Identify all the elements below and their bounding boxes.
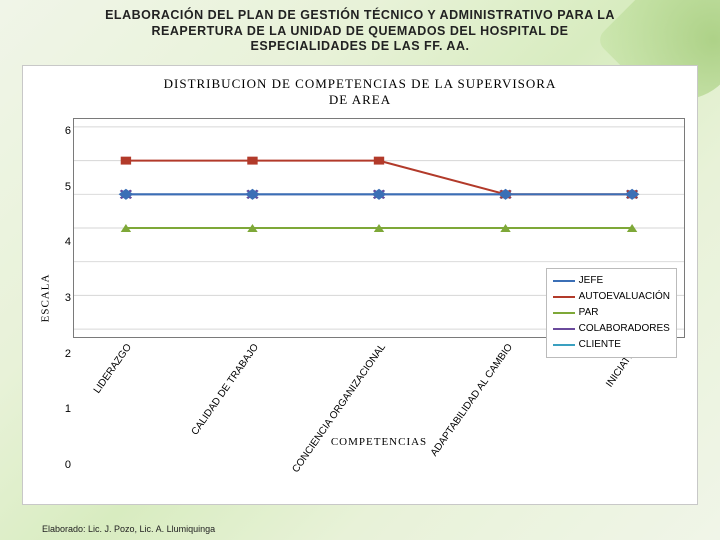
footer-credit: Elaborado: Lic. J. Pozo, Lic. A. Llumiqu… — [42, 524, 215, 534]
legend-label: PAR — [579, 305, 599, 321]
y-tick: 2 — [65, 348, 71, 360]
legend: JEFEAUTOEVALUACIÓNPARCOLABORADORESCLIENT… — [546, 268, 677, 358]
ylabel-wrap: ESCALA — [35, 118, 55, 478]
chart-title-line-2: DE AREA — [35, 92, 685, 108]
title-line-1: ELABORACIÓN DEL PLAN DE GESTIÓN TÉCNICO … — [20, 8, 700, 24]
x-tick: ADAPTABILIDAD AL CAMBIO — [429, 342, 515, 458]
chart-title-line-1: DISTRIBUCION DE COMPETENCIAS DE LA SUPER… — [35, 76, 685, 92]
legend-label: COLABORADORES — [579, 321, 670, 337]
x-tick: CONCIENCIA ORGANIZACIONAL — [290, 342, 388, 475]
chart-panel: DISTRIBUCION DE COMPETENCIAS DE LA SUPER… — [22, 65, 698, 505]
x-tick: LIDERAZGO — [92, 342, 134, 396]
legend-label: AUTOEVALUACIÓN — [579, 289, 670, 305]
y-ticks: 0 1 2 3 4 5 6 — [55, 118, 73, 478]
y-tick: 0 — [65, 459, 71, 471]
legend-swatch — [553, 280, 575, 282]
legend-swatch — [553, 328, 575, 330]
legend-swatch — [553, 296, 575, 298]
y-tick: 1 — [65, 403, 71, 415]
y-axis-label: ESCALA — [39, 273, 51, 322]
y-tick: 4 — [65, 236, 71, 248]
x-tick: CALIDAD DE TRABAJO — [190, 342, 261, 437]
chart-body: ESCALA 0 1 2 3 4 5 6 LIDERAZGO CALIDAD DE TRABA… — [35, 118, 685, 478]
legend-item: JEFE — [553, 273, 670, 289]
chart-title: DISTRIBUCION DE COMPETENCIAS DE LA SUPER… — [35, 76, 685, 108]
y-tick: 6 — [65, 125, 71, 137]
title-line-2: REAPERTURA DE LA UNIDAD DE QUEMADOS DEL … — [20, 24, 700, 40]
title-line-3: ESPECIALIDADES DE LAS FF. AA. — [20, 39, 700, 55]
legend-item: COLABORADORES — [553, 321, 670, 337]
legend-item: AUTOEVALUACIÓN — [553, 289, 670, 305]
legend-item: CLIENTE — [553, 337, 670, 353]
legend-label: CLIENTE — [579, 337, 621, 353]
legend-label: JEFE — [579, 273, 603, 289]
legend-swatch — [553, 312, 575, 314]
legend-swatch — [553, 344, 575, 346]
y-tick: 3 — [65, 292, 71, 304]
legend-item: PAR — [553, 305, 670, 321]
y-tick: 5 — [65, 181, 71, 193]
